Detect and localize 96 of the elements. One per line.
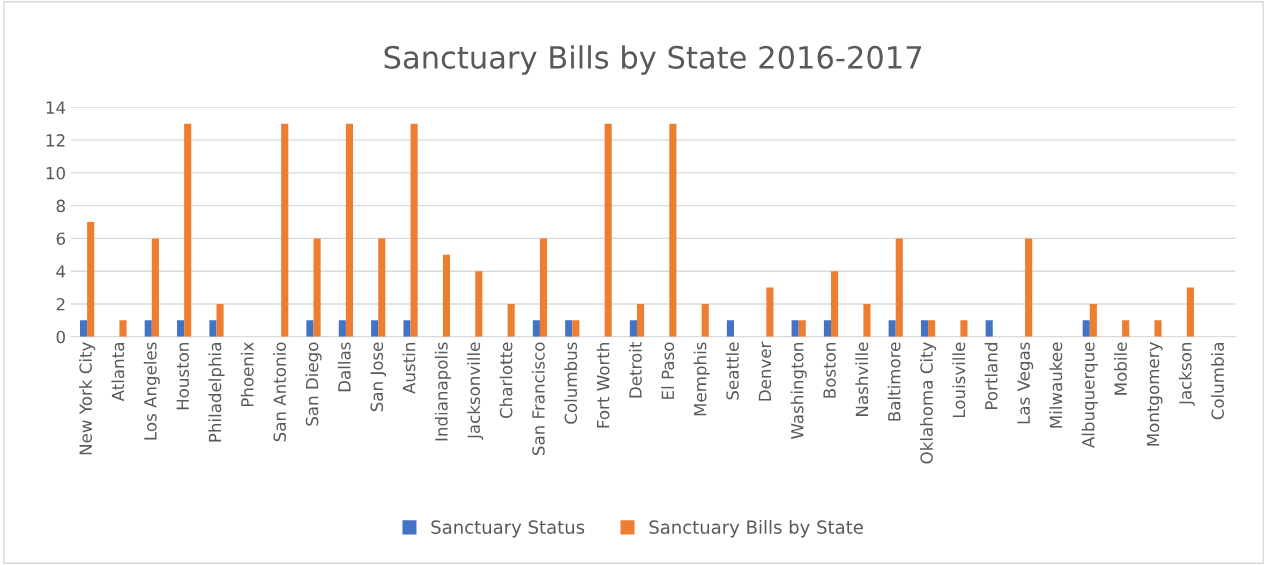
x-tick-label: Fort Worth bbox=[596, 343, 610, 428]
bar bbox=[507, 303, 515, 337]
bar bbox=[831, 271, 839, 337]
x-tick-label: Montgomery bbox=[1146, 342, 1163, 446]
bar bbox=[539, 238, 548, 337]
bar bbox=[281, 123, 289, 337]
x-tick-label: San Diego bbox=[305, 342, 322, 426]
bar bbox=[766, 287, 774, 337]
y-tick-label: 14 bbox=[46, 101, 66, 114]
bar bbox=[895, 238, 903, 337]
x-tick-label: Philadelphia bbox=[208, 343, 225, 442]
legend-label: Sanctuary Status bbox=[431, 520, 585, 538]
bar bbox=[636, 303, 645, 337]
x-tick-label: El Paso bbox=[661, 342, 675, 399]
bar bbox=[378, 238, 386, 337]
x-tick-label: Denver bbox=[758, 341, 772, 401]
bar bbox=[403, 320, 411, 337]
bar bbox=[863, 303, 871, 337]
y-tick-label: 10 bbox=[46, 166, 65, 180]
bar bbox=[209, 320, 217, 337]
bar bbox=[960, 320, 968, 337]
bar bbox=[216, 303, 224, 337]
x-tick-label: Milwaukee bbox=[1049, 342, 1063, 428]
bar bbox=[1082, 320, 1090, 337]
x-tick-label: Memphis bbox=[693, 342, 710, 416]
bar bbox=[669, 123, 677, 337]
x-tick-label: Las Vegas bbox=[1017, 342, 1034, 424]
bar bbox=[701, 303, 709, 337]
x-tick-label: Louisville bbox=[952, 342, 966, 418]
bar bbox=[371, 320, 379, 337]
x-tick-label: Dallas bbox=[337, 342, 351, 392]
bar bbox=[572, 320, 580, 337]
bar bbox=[1154, 320, 1162, 337]
bar bbox=[313, 238, 321, 337]
x-tick-label: Columbia bbox=[1211, 343, 1224, 420]
bar bbox=[151, 238, 159, 337]
x-tick-label: San Antonio bbox=[273, 342, 287, 442]
x-tick-label: New York City bbox=[79, 342, 96, 455]
bar bbox=[798, 320, 806, 337]
x-tick-label: Detroit bbox=[628, 342, 642, 398]
x-tick-label: Columbus bbox=[564, 342, 578, 424]
bar bbox=[565, 320, 573, 337]
bar bbox=[1122, 320, 1130, 337]
y-tick-label: 12 bbox=[46, 134, 65, 147]
bar bbox=[920, 320, 929, 337]
bar bbox=[410, 123, 418, 337]
bar bbox=[928, 320, 936, 337]
x-tick-label: Austin bbox=[402, 343, 416, 394]
bar bbox=[144, 320, 152, 337]
bar bbox=[306, 320, 314, 337]
bar bbox=[442, 254, 451, 337]
bar bbox=[475, 271, 483, 337]
x-tick-label: Phoenix bbox=[240, 342, 254, 407]
x-tick-label: Washington bbox=[790, 343, 807, 439]
y-tick-label: 0 bbox=[56, 330, 65, 344]
bar bbox=[87, 222, 95, 337]
bar bbox=[604, 123, 612, 337]
x-tick-label: San Francisco bbox=[531, 342, 545, 455]
legend-label: Sanctuary Bills by State bbox=[649, 519, 863, 538]
x-tick-label: Indianapolis bbox=[434, 342, 451, 441]
bar bbox=[823, 320, 832, 337]
x-tick-label: Boston bbox=[823, 343, 836, 398]
bar bbox=[1186, 287, 1194, 337]
x-tick-label: Oklahoma City bbox=[919, 342, 937, 464]
x-tick-label: Seattle bbox=[725, 342, 739, 400]
x-tick-label: Portland bbox=[984, 343, 998, 409]
x-tick-label: Baltimore bbox=[887, 342, 901, 421]
bar bbox=[119, 320, 127, 337]
y-tick-label: 6 bbox=[56, 232, 66, 245]
bar bbox=[791, 320, 799, 337]
x-tick-label: Nashville bbox=[855, 342, 869, 416]
bar bbox=[726, 320, 734, 337]
x-tick-label: Albuquerque bbox=[1081, 342, 1098, 448]
chart-title: Sanctuary Bills by State 2016-2017 bbox=[384, 45, 922, 75]
x-tick-label: Los Angeles bbox=[143, 342, 160, 440]
y-tick-label: 2 bbox=[56, 297, 65, 311]
x-tick-label: Mobile bbox=[1114, 342, 1127, 395]
bar bbox=[177, 320, 185, 337]
x-tick-label: Jackson bbox=[1178, 343, 1195, 406]
bar bbox=[532, 320, 540, 337]
y-tick-label: 8 bbox=[56, 199, 65, 213]
y-tick-label: 4 bbox=[56, 265, 66, 278]
x-tick-label: Charlotte bbox=[499, 342, 513, 419]
bar bbox=[338, 320, 346, 337]
bar bbox=[345, 123, 353, 337]
x-tick-label: San Jose bbox=[370, 342, 387, 412]
bar bbox=[184, 123, 192, 337]
bar bbox=[629, 320, 637, 337]
bar bbox=[1025, 238, 1033, 337]
bar bbox=[888, 320, 896, 337]
x-tick-label: Houston bbox=[176, 343, 189, 410]
bar bbox=[985, 320, 993, 337]
bar bbox=[1089, 303, 1097, 337]
x-tick-label: Atlanta bbox=[111, 343, 125, 402]
x-tick-label: Jacksonville bbox=[467, 342, 484, 440]
bar bbox=[80, 320, 88, 337]
